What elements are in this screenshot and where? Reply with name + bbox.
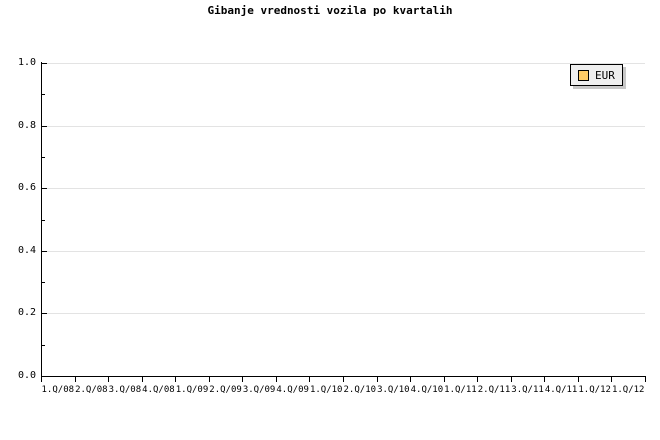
x-axis-tick (410, 377, 411, 382)
x-axis-tick-label: 1.Q/08 (41, 385, 75, 395)
x-axis-tick-label: 2.Q/09 (209, 385, 242, 395)
x-axis-tick-label: 2.Q/08 (75, 385, 108, 395)
legend-swatch-eur-icon (578, 69, 589, 81)
x-axis-tick (108, 377, 109, 382)
x-axis-tick (41, 377, 42, 382)
y-axis-tick-major (41, 63, 47, 64)
x-axis-tick-label: 4.Q/09 (276, 385, 309, 395)
gridline-horizontal (41, 250, 645, 252)
x-axis-tick-label: 3.Q/09 (242, 385, 276, 395)
y-axis-tick-label: 0.4 (17, 244, 36, 256)
y-axis-tick-label: 1.0 (17, 57, 36, 68)
plot-area (41, 63, 645, 376)
x-axis-tick (444, 377, 445, 382)
x-axis-tick (209, 377, 210, 382)
y-axis-tick-minor (41, 282, 45, 284)
legend-label-eur: EUR (595, 68, 615, 82)
x-axis-tick-label: 1.Q/11 (444, 385, 477, 395)
x-axis-tick-label: 4.Q/08 (142, 385, 175, 395)
x-axis-tick-label: 4.Q/11 (544, 385, 578, 395)
x-axis-tick (142, 377, 143, 382)
gridline-horizontal (41, 63, 645, 64)
x-axis-line (41, 376, 646, 377)
gridline-horizontal (41, 313, 645, 315)
x-axis-tick (645, 377, 646, 382)
x-axis-tick (544, 377, 545, 382)
gridline-horizontal (41, 125, 645, 127)
x-axis-tick-label: 1.Q/12 (578, 385, 611, 395)
x-axis-tick (276, 377, 277, 382)
x-axis-tick (343, 377, 344, 382)
x-axis-tick (511, 377, 512, 382)
y-axis-tick-major (41, 250, 47, 252)
x-axis-tick (309, 377, 310, 382)
x-axis-tick (175, 377, 176, 382)
y-axis-tick-minor (41, 156, 45, 158)
x-axis-tick (242, 377, 243, 382)
x-axis-tick-label: 3.Q/10 (377, 385, 410, 395)
x-axis-tick (377, 377, 378, 382)
x-axis-tick (611, 377, 612, 382)
x-axis-tick-label: 3.Q/11 (511, 385, 544, 395)
y-axis-tick-minor (41, 344, 45, 346)
x-axis-tick-label: 2.Q/10 (343, 385, 377, 395)
y-axis-tick-label: 0.2 (17, 307, 36, 319)
y-axis-tick-major (41, 313, 47, 315)
gridline-horizontal (41, 188, 645, 190)
legend[interactable]: EUR (570, 64, 623, 86)
y-axis-tick-label: 0.0 (17, 370, 36, 381)
x-axis-tick (75, 377, 76, 382)
y-axis-tick-major (41, 188, 47, 190)
y-axis-labels: 1.0 0.8 0.6 0.4 0.2 0.0 (0, 0, 36, 440)
x-axis-tick-label: 1.Q/10 (309, 385, 343, 395)
x-axis-tick-label: 3.Q/08 (108, 385, 142, 395)
x-axis-tick-label: 4.Q/10 (410, 385, 444, 395)
x-axis-tick-label: 1.Q/12 (611, 385, 645, 395)
y-axis-tick-minor (41, 94, 45, 96)
y-axis-tick-label: 0.6 (17, 182, 36, 194)
y-axis-tick-minor (41, 219, 45, 221)
y-axis-tick-major (41, 376, 47, 377)
x-axis-tick-label: 2.Q/11 (477, 385, 511, 395)
y-axis-tick-major (41, 125, 47, 127)
x-axis-tick (477, 377, 478, 382)
x-axis-tick (578, 377, 579, 382)
chart-title: Gibanje vrednosti vozila po kvartalih (207, 4, 453, 17)
x-axis-tick-label: 1.Q/09 (175, 385, 209, 395)
y-axis-tick-label: 0.8 (17, 119, 36, 131)
